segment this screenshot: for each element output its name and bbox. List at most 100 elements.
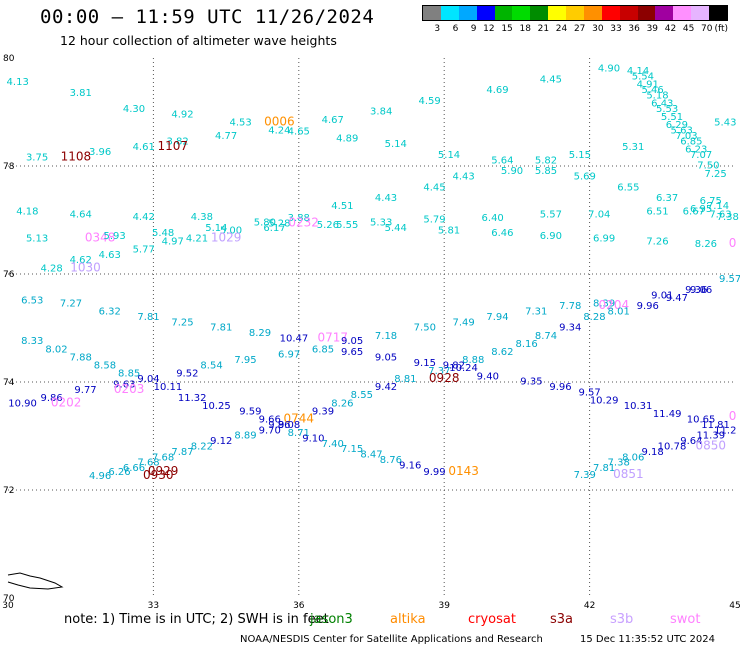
wave-height-value: 8.26 (695, 239, 717, 250)
wave-height-value: 4.18 (16, 207, 38, 218)
wave-height-value: 5.64 (491, 155, 513, 166)
legend-tick: 45 (682, 24, 695, 34)
wave-height-value: 7.49 (452, 317, 474, 328)
wave-height-value: 7.50 (414, 323, 436, 334)
wave-height-value: 8.85 (118, 369, 140, 380)
wave-height-value: 7.04 (588, 209, 610, 220)
wave-height-value: 8.62 (491, 347, 513, 358)
wave-height-value: 10.78 (658, 442, 687, 453)
wave-height-value: 4.67 (322, 115, 344, 126)
wave-height-value: 4.63 (99, 250, 121, 261)
wave-height-value: 5.77 (133, 244, 155, 255)
wave-height-value: 6.97 (278, 350, 300, 361)
wave-height-value: 9.86 (40, 393, 62, 404)
pass-time-label: 0232 (288, 215, 319, 229)
wave-height-value: 10.31 (624, 401, 653, 412)
wave-height-value: 9.70 (259, 425, 281, 436)
wave-height-value: 7.38 (608, 458, 630, 469)
wave-height-value: 7.78 (559, 301, 581, 312)
wave-height-value: 9.16 (399, 460, 421, 471)
wave-height-value: 11.39 (696, 431, 725, 442)
legend-tick: 70 (701, 24, 713, 34)
wave-height-value: 7.81 (210, 323, 232, 334)
wave-height-value: 4.96 (89, 471, 111, 482)
legend-tick: 42 (664, 24, 677, 34)
wave-height-value: 8.74 (535, 331, 557, 342)
legend-swatch (566, 6, 584, 20)
wave-height-value: 6.17 (263, 223, 285, 234)
wave-height-value: 7.87 (171, 447, 193, 458)
legend-swatch (548, 6, 566, 20)
lat-label: 78 (3, 162, 15, 172)
wave-height-value: 9.18 (641, 447, 663, 458)
pass-time-label: 0850 (695, 439, 726, 453)
wave-height-value: 9.34 (559, 323, 581, 334)
lat-label: 80 (3, 54, 15, 64)
wave-height-value: 9.08 (278, 420, 300, 431)
pass-time-label: 0202 (51, 395, 82, 409)
wave-height-value: 8.28 (583, 312, 605, 323)
pass-time-label: 0928 (429, 371, 460, 385)
wave-height-value: 9.52 (176, 369, 198, 380)
wave-height-value: 8.22 (191, 442, 213, 453)
wave-height-value: 4.13 (7, 77, 29, 88)
wave-height-value: 5.54 (632, 72, 654, 83)
legend-swatch (655, 6, 674, 20)
wave-height-value: 3.75 (26, 153, 48, 164)
wave-height-value: 5.44 (385, 223, 407, 234)
wave-height-value: 6.75 (700, 196, 722, 207)
wave-height-value: 8.47 (360, 450, 382, 461)
satellite-legend-item: s3a (550, 612, 574, 627)
wave-height-value: 6.53 (21, 296, 43, 307)
lat-label: 70 (3, 594, 15, 604)
wave-height-value: 9.64 (680, 436, 702, 447)
wave-height-value: 7.39 (574, 470, 596, 481)
legend-swatch (583, 6, 602, 20)
wave-height-value: 5.26 (317, 220, 339, 231)
wave-height-value: 9.47 (666, 293, 688, 304)
wave-height-value: 7.37 (428, 366, 450, 377)
wave-height-value: 4.89 (336, 134, 358, 145)
wave-height-value: 11.49 (653, 409, 682, 420)
generated-time: 15 Dec 11:35:52 UTC 2024 (580, 634, 715, 645)
lon-label: 36 (293, 601, 305, 611)
legend-swatch (494, 6, 513, 20)
legend-color-bar (422, 5, 728, 21)
wave-height-value: 4.65 (288, 127, 310, 138)
legend-tick: 21 (537, 24, 550, 34)
wave-height-value: 10.65 (687, 415, 716, 426)
wave-height-value: 8.55 (351, 390, 373, 401)
lon-label: 30 (2, 601, 14, 611)
wave-height-value: 4.45 (540, 74, 562, 85)
wave-height-value: 4.42 (133, 212, 155, 223)
pass-time-label: 0930 (143, 468, 174, 482)
wave-height-value: 7.94 (486, 312, 508, 323)
wave-height-value: 6.40 (482, 213, 504, 224)
pass-time-label: 0006 (264, 115, 295, 129)
wave-height-value: 8.71 (288, 428, 310, 439)
wave-height-value: 11.2 (714, 425, 736, 436)
wave-height-value: 9.04 (137, 374, 159, 385)
page-subtitle: 12 hour collection of altimeter wave hei… (60, 33, 337, 48)
wave-height-value: 6.55 (617, 182, 639, 193)
wave-height-value: 7.26 (646, 236, 668, 247)
wave-height-value: 8.76 (380, 455, 402, 466)
wave-height-value: 5.28 (268, 218, 290, 229)
wave-height-value: 7.88 (70, 352, 92, 363)
wave-height-value: 5.81 (438, 226, 460, 237)
wave-height-value: 9.66 (259, 415, 281, 426)
wave-height-value: 7.81 (593, 463, 615, 474)
wave-height-value: 9.77 (74, 385, 96, 396)
wave-height-value: 8.39 (593, 298, 615, 309)
wave-height-value: 7.18 (375, 331, 397, 342)
legend-swatch (673, 6, 692, 20)
wave-height-value: 10.47 (280, 334, 309, 345)
pass-time-label: 0 (729, 236, 737, 250)
legend-tick: 39 (646, 24, 659, 34)
wave-height-value: 7.03 (675, 131, 697, 142)
wave-height-value: 8.58 (94, 361, 116, 372)
wave-height-value: 7.25 (704, 169, 726, 180)
footnote: note: 1) Time is in UTC; 2) SWH is in fe… (64, 612, 329, 627)
page-title: 00:00 – 11:59 UTC 11/26/2024 (40, 6, 375, 28)
wave-height-value: 6.90 (540, 231, 562, 242)
